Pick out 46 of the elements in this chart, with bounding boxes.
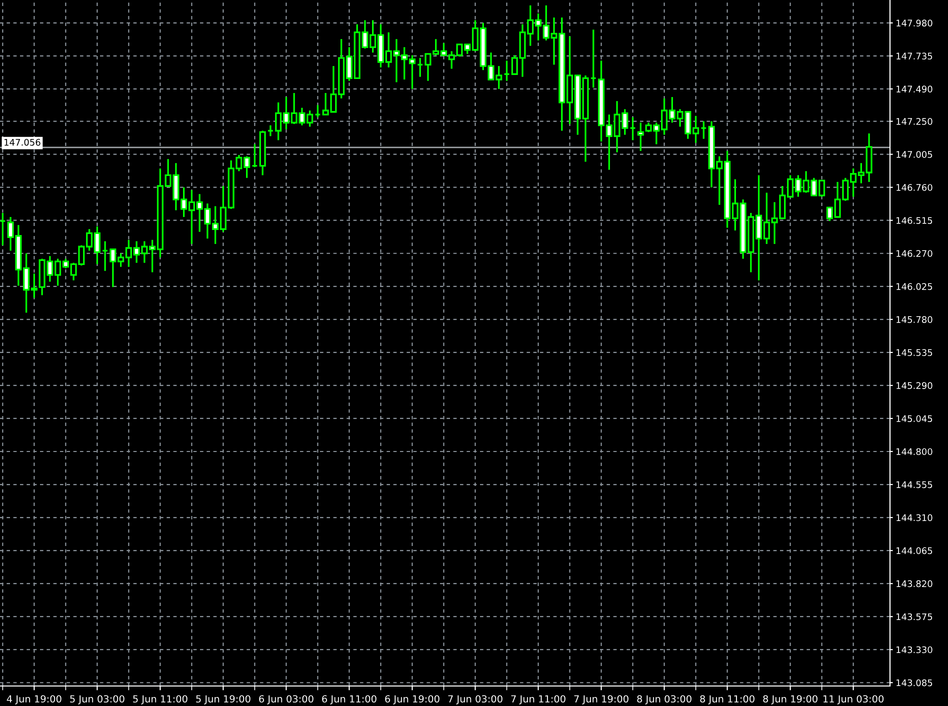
candlestick bbox=[267, 124, 274, 137]
y-tick-label: 145.535 bbox=[896, 349, 932, 356]
y-tick-label: 147.490 bbox=[896, 86, 932, 93]
x-tick-label: 6 Jun 19:00 bbox=[385, 695, 440, 704]
candlestick bbox=[314, 104, 321, 118]
x-tick-label: 7 Jun 19:00 bbox=[574, 695, 628, 704]
candlestick bbox=[0, 212, 6, 246]
y-tick-label: 145.290 bbox=[896, 382, 932, 390]
y-tick-label: 146.760 bbox=[896, 184, 932, 191]
candlestick bbox=[102, 240, 108, 272]
x-tick-label: 8 Jun 19:00 bbox=[763, 695, 818, 704]
x-tick-label: 5 Jun 03:00 bbox=[70, 695, 124, 704]
x-tick-label: 4 Jun 19:00 bbox=[6, 695, 62, 704]
y-tick-label: 147.005 bbox=[896, 151, 932, 158]
y-tick-label: 146.270 bbox=[896, 250, 932, 257]
x-tick-label: 7 Jun 03:00 bbox=[448, 695, 502, 704]
candlestick bbox=[629, 116, 636, 141]
candlestick bbox=[251, 143, 258, 168]
y-tick-label: 144.310 bbox=[896, 514, 932, 522]
ref-line-label: 147.056 bbox=[4, 138, 40, 146]
y-tick-label: 144.555 bbox=[896, 481, 932, 488]
y-tick-label: 147.735 bbox=[896, 52, 932, 60]
y-tick-label: 145.780 bbox=[896, 316, 932, 323]
x-tick-label: 6 Jun 11:00 bbox=[322, 695, 376, 704]
y-tick-label: 145.045 bbox=[896, 415, 932, 422]
x-tick-label: 7 Jun 11:00 bbox=[511, 695, 566, 704]
y-tick-label: 147.250 bbox=[896, 118, 932, 125]
x-tick-label: 5 Jun 19:00 bbox=[196, 695, 250, 704]
x-tick-label: 11 Jun 03:00 bbox=[823, 695, 884, 704]
y-tick-label: 146.515 bbox=[896, 217, 932, 224]
x-tick-label: 6 Jun 03:00 bbox=[259, 695, 314, 704]
y-tick-label: 146.025 bbox=[896, 283, 932, 290]
candlestick bbox=[700, 120, 707, 140]
y-tick-label: 147.980 bbox=[896, 20, 932, 26]
y-tick-label: 144.065 bbox=[896, 547, 932, 554]
x-tick-label: 8 Jun 11:00 bbox=[700, 695, 754, 704]
y-tick-label: 143.085 bbox=[896, 679, 932, 686]
y-tick-label: 143.820 bbox=[896, 580, 932, 588]
candlestick bbox=[416, 57, 424, 78]
candlestick bbox=[503, 60, 510, 82]
candlestick bbox=[590, 28, 597, 88]
y-tick-label: 143.575 bbox=[896, 613, 932, 620]
x-tick-label: 5 Jun 11:00 bbox=[133, 695, 188, 704]
y-tick-label: 144.800 bbox=[896, 448, 932, 456]
x-tick-label: 8 Jun 03:00 bbox=[637, 695, 692, 704]
y-tick-label: 143.330 bbox=[896, 646, 932, 654]
